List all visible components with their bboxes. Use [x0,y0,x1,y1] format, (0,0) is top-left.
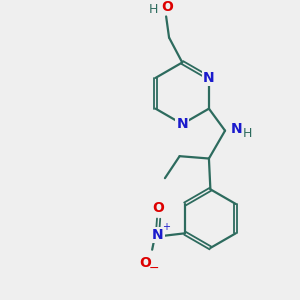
Text: N: N [152,228,164,242]
Text: −: − [149,262,160,275]
Text: H: H [149,3,158,16]
Text: H: H [243,127,253,140]
Text: +: + [163,222,170,232]
Text: O: O [162,0,173,14]
Text: O: O [153,201,164,215]
Text: N: N [230,122,242,136]
Text: O: O [140,256,151,270]
Text: N: N [176,117,188,131]
Text: N: N [203,71,215,85]
